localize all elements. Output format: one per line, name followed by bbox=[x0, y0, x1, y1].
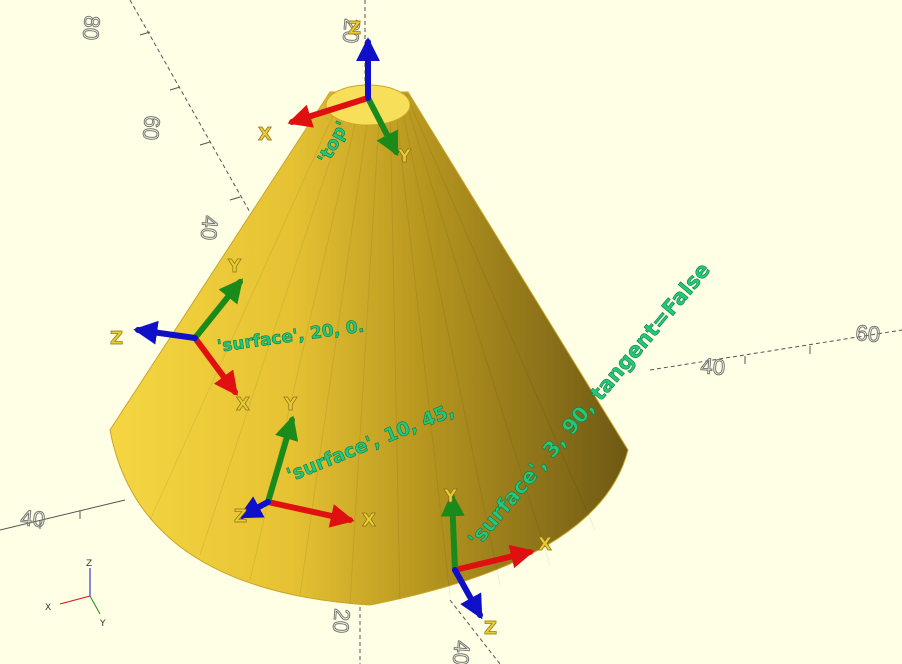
tick-label-60-right: 60 bbox=[855, 320, 882, 347]
frame-surface-3 bbox=[440, 492, 535, 620]
axis-letter-y: Y bbox=[283, 394, 298, 415]
tick-label-80-top: 80 bbox=[78, 15, 105, 42]
frame-surface-20 bbox=[133, 278, 244, 396]
tick-label-40-bottom: 40 bbox=[448, 640, 475, 664]
axis-letter-z: Z bbox=[110, 328, 123, 349]
frame-top bbox=[287, 37, 399, 157]
grid-y-axis-top bbox=[129, 0, 261, 231]
axis-letter-y: Y bbox=[443, 486, 458, 507]
tick-label-40-left: 40 bbox=[196, 215, 223, 242]
axis-letter-z: Z bbox=[348, 18, 361, 39]
axis-letter-y: Y bbox=[227, 256, 242, 277]
frame-surface-10 bbox=[237, 415, 355, 528]
tick-label-60-left: 60 bbox=[138, 115, 165, 142]
cone-model[interactable] bbox=[109, 84, 629, 606]
tick-label-40-bottom-left: 40 bbox=[20, 505, 47, 532]
indicator-z-label: Z bbox=[86, 559, 92, 569]
tick-label-20-bottom: 20 bbox=[328, 608, 355, 635]
axis-letter-y: Y bbox=[397, 146, 412, 167]
indicator-x-label: X bbox=[45, 603, 51, 613]
axes-indicator: Z X Y bbox=[45, 559, 106, 629]
grid-x-axis-right bbox=[649, 329, 902, 371]
axis-letter-x: X bbox=[236, 394, 250, 415]
tick-label-40-right: 40 bbox=[700, 353, 727, 380]
axis-letter-x: X bbox=[258, 124, 272, 145]
indicator-y-label: Y bbox=[99, 619, 106, 629]
grid-x-axis-left bbox=[0, 499, 126, 531]
axis-letter-z: Z bbox=[484, 618, 497, 639]
axis-letter-z: Z bbox=[234, 506, 247, 527]
axis-letter-x: X bbox=[362, 510, 376, 531]
axis-letter-x: X bbox=[538, 534, 552, 555]
